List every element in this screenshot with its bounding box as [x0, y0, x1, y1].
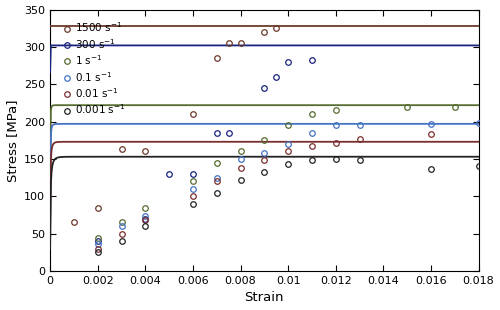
Legend: 1500 s$^{-1}$, 300 s$^{-1}$, 1 s$^{-1}$, 0.1 s$^{-1}$, 0.01 s$^{-1}$, 0.001 s$^{: 1500 s$^{-1}$, 300 s$^{-1}$, 1 s$^{-1}$,…: [60, 17, 129, 119]
X-axis label: Strain: Strain: [244, 291, 284, 304]
Y-axis label: Stress [MPa]: Stress [MPa]: [6, 99, 18, 182]
